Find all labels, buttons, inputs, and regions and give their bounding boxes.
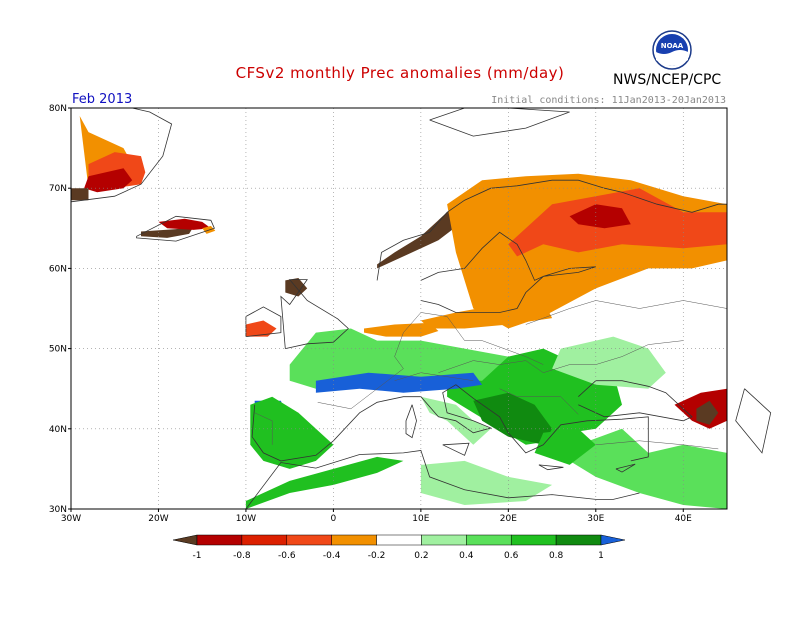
anomaly-iceland-brown (141, 226, 194, 238)
map-frame (70, 107, 728, 510)
lat-label: 40N (49, 425, 67, 435)
colorbar-label: 0.6 (504, 551, 519, 561)
coastline-iceland (136, 215, 215, 242)
colorbar-box (331, 534, 377, 546)
anomaly-balkans-darkgreen (473, 392, 553, 445)
colorbar-box (466, 534, 512, 546)
coastline-baltic-coast (420, 231, 596, 313)
anomaly-kola-darkred (569, 204, 631, 229)
anomaly-france-green (289, 328, 509, 389)
lon-label: 20E (500, 514, 517, 524)
agency-label: NWS/NCEP/CPC (613, 72, 722, 88)
colorbar-label: 0.4 (459, 551, 474, 561)
coastline-sicily (442, 442, 470, 456)
lon-label: 20W (148, 514, 168, 524)
coastline-scandinavia-coast (376, 179, 727, 281)
anomaly-greenland-brown (71, 188, 89, 201)
colorbar-box (376, 534, 422, 546)
anomaly-africa-green (245, 456, 404, 509)
forecast-month: Feb 2013 (72, 92, 133, 107)
anomaly-libya-lightgreen (420, 460, 553, 505)
lat-label: 50N (49, 345, 67, 355)
colorbar-label: -0.2 (368, 551, 386, 561)
coastline-greenland (70, 107, 173, 203)
lat-label: 60N (49, 264, 67, 274)
colorbar-label: -1 (193, 551, 202, 561)
lat-label: 30N (49, 505, 67, 515)
border-7 (254, 412, 273, 445)
anomaly-northsea-orange (364, 322, 439, 337)
lon-label: 10W (236, 514, 256, 524)
anomaly-turkey-east-darkred (696, 400, 719, 425)
anomaly-iceland-red (158, 218, 211, 230)
coastline-cyprus (615, 463, 636, 473)
border-4 (394, 372, 474, 381)
initial-conditions: Initial conditions: 11Jan2013-20Jan2013 (491, 95, 726, 106)
anomaly-ireland-orange (245, 320, 277, 337)
colorbar-box (286, 534, 332, 546)
lon-label: 30E (587, 514, 604, 524)
coastline-north-africa (245, 450, 640, 510)
coastline-uk-coast (280, 279, 349, 349)
colorbar-box (555, 534, 602, 546)
colorbar-label: -0.8 (233, 551, 251, 561)
lon-label: 30W (61, 514, 81, 524)
lat-label: 70N (49, 184, 67, 194)
anomaly-iberia-green (250, 396, 334, 469)
border-3 (525, 300, 728, 325)
chart-title: CFSv2 monthly Prec anomalies (mm/day) (235, 64, 565, 82)
border-5 (499, 388, 579, 415)
coastline-corsica-sardinia (405, 404, 417, 439)
coastline-ireland (245, 306, 282, 337)
colorbar-label: 0.2 (414, 551, 428, 561)
noaa-logo: NOAA (652, 30, 692, 74)
coastline-crete (538, 464, 564, 471)
coastline-europe-south-coast (251, 384, 649, 462)
colorbar-box (196, 534, 243, 546)
lon-label: 40E (675, 514, 692, 524)
border-2 (438, 340, 684, 373)
colorbar-box (510, 534, 557, 546)
colorbar-box (421, 534, 467, 546)
colorbar-box (241, 534, 288, 546)
lon-label: 0 (331, 514, 337, 524)
lat-label: 80N (49, 104, 67, 114)
colorbar-label: -0.6 (278, 551, 296, 561)
anomaly-alps-blue (315, 372, 483, 393)
lon-label: 10E (412, 514, 429, 524)
anomaly-poland-orange (420, 300, 553, 329)
coastline-caspian (735, 388, 772, 454)
anomaly-layer (71, 116, 727, 509)
anomaly-levant-green (569, 428, 727, 509)
gridlines (71, 108, 727, 509)
colorbar-label: 1 (598, 551, 604, 561)
colorbar-arrow-left (172, 534, 198, 546)
logo-text: NOAA (661, 42, 684, 50)
coastline-layer (70, 107, 772, 510)
colorbar-label: 0.8 (549, 551, 564, 561)
colorbar-label: -0.4 (323, 551, 341, 561)
anomaly-greenland-east-darkred (84, 168, 133, 193)
coastline-black-sea (578, 380, 693, 422)
colorbar-arrow-right (600, 534, 626, 546)
border-6 (595, 440, 719, 450)
